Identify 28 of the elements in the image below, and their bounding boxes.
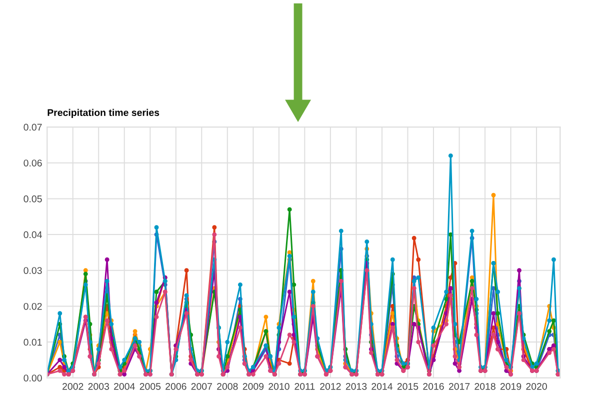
x-tick-label: 2019 bbox=[500, 383, 522, 390]
y-tick-label: 0.06 bbox=[24, 160, 42, 166]
x-tick-label: 2007 bbox=[191, 383, 212, 390]
x-tick-label: 2006 bbox=[166, 383, 186, 390]
x-tick-label: 2017 bbox=[448, 383, 470, 390]
x-tick-label: 2008 bbox=[217, 383, 238, 390]
x-tick-label: 2005 bbox=[140, 383, 161, 390]
y-tick-label: 0.05 bbox=[24, 195, 42, 202]
y-tick-label: 0.07 bbox=[24, 124, 42, 131]
x-tick-label: 2015 bbox=[397, 383, 418, 390]
y-tick-label: 0.04 bbox=[24, 231, 42, 238]
x-tick-label: 2014 bbox=[372, 383, 393, 390]
x-tick-label: 2018 bbox=[474, 383, 496, 390]
y-tick-label: 0.02 bbox=[24, 302, 42, 310]
y-tick-label: 0.03 bbox=[24, 267, 42, 274]
x-tick-label: 2011 bbox=[294, 383, 315, 390]
x-tick-label: 2010 bbox=[268, 383, 290, 390]
x-tick-label: 2003 bbox=[88, 383, 109, 390]
x-tick-label: 2016 bbox=[423, 383, 444, 390]
y-tick-label: 0.00 bbox=[24, 374, 42, 382]
chart-title: Precipitation time series bbox=[48, 108, 160, 118]
x-tick-label: 2020 bbox=[526, 383, 547, 390]
x-tick-label: 2009 bbox=[242, 383, 264, 390]
y-tick-label: 0.01 bbox=[24, 338, 42, 346]
x-tick-label: 2002 bbox=[62, 383, 84, 390]
x-tick-label: 2004 bbox=[114, 383, 135, 390]
x-tick-label: 2012 bbox=[320, 383, 341, 390]
x-tick-label: 2013 bbox=[346, 383, 367, 390]
